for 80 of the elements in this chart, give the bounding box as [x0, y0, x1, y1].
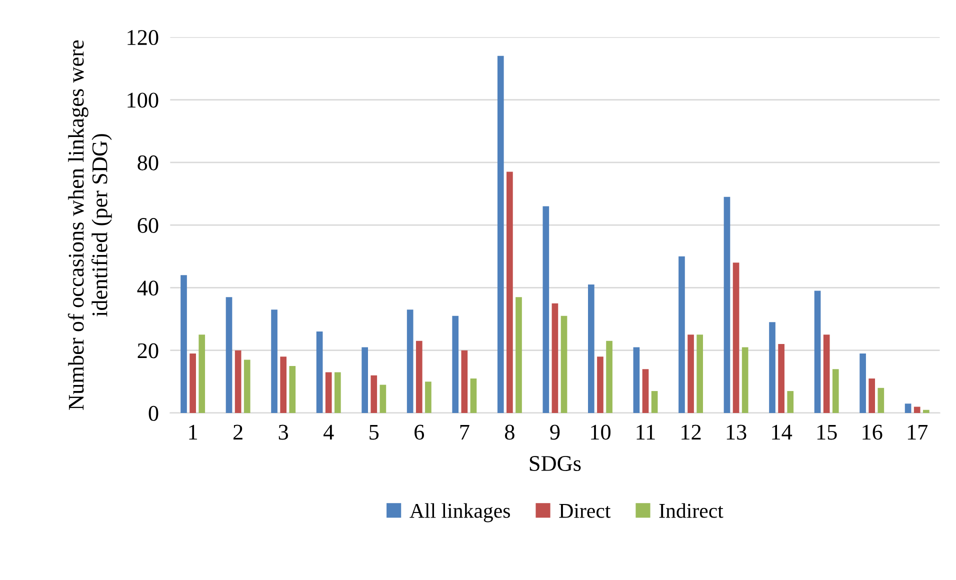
bar: [688, 334, 694, 413]
bar: [280, 356, 287, 413]
bar: [506, 172, 513, 413]
bar: [769, 322, 776, 413]
bar: [198, 334, 206, 413]
bar: [470, 378, 477, 413]
bar: [497, 56, 504, 413]
x-tick-label: 2: [233, 424, 242, 440]
bar: [923, 410, 930, 413]
x-tick-label: 14: [772, 424, 792, 440]
y-tick-label: 100: [128, 92, 158, 108]
x-tick-label: 10: [591, 424, 610, 440]
bar: [588, 284, 594, 413]
x-tick-label: 4: [323, 424, 334, 440]
bar: [878, 388, 884, 413]
y-tick-label: 40: [137, 280, 158, 296]
x-tick-label: 12: [682, 424, 701, 440]
bar: [724, 196, 730, 413]
bar: [904, 404, 912, 413]
x-tick-label: 16: [862, 424, 882, 440]
bar: [271, 310, 278, 413]
y-tick-label: 20: [138, 343, 158, 358]
bar: [606, 340, 612, 413]
x-tick-label: 8: [504, 424, 514, 440]
x-tick-label: 13: [726, 424, 746, 440]
y-tick-label: 120: [128, 30, 158, 46]
bar: [316, 332, 323, 413]
bar: [778, 344, 784, 413]
bar: [732, 262, 740, 413]
bar: [814, 290, 821, 413]
bar: [552, 303, 558, 413]
bar: [696, 334, 703, 413]
bar: [406, 310, 414, 413]
bar: [370, 375, 378, 413]
bar: [226, 297, 232, 413]
bar: [180, 275, 187, 413]
bar: [452, 316, 459, 413]
y-tick-label: 80: [138, 155, 158, 170]
bar: [425, 382, 432, 413]
x-tick-label: 3: [278, 424, 288, 440]
bar: [362, 347, 368, 413]
bar: [678, 256, 685, 413]
x-tick-label: 1: [189, 424, 198, 440]
bar: [234, 350, 242, 413]
legend-label: Indirect: [659, 503, 724, 518]
bar: [380, 384, 386, 413]
x-tick-label: 5: [370, 424, 379, 440]
legend-label: All linkages: [410, 503, 510, 522]
x-tick-label: 11: [636, 424, 655, 440]
x-tick-label: 15: [817, 424, 837, 440]
bar: [651, 391, 658, 413]
bar: [633, 347, 640, 413]
bar: [461, 350, 468, 413]
bar: [832, 369, 839, 413]
bar: [244, 360, 250, 413]
bar: [860, 353, 866, 413]
x-axis-title: SDGs: [530, 456, 581, 471]
bar: [542, 206, 550, 413]
y-tick-label: 0: [148, 406, 158, 421]
bar: [823, 334, 830, 413]
x-tick-label: 6: [414, 424, 424, 440]
bar: [516, 297, 522, 413]
legend-label: Direct: [559, 504, 611, 518]
x-tick-label: 9: [550, 424, 560, 440]
bar: [868, 378, 876, 413]
bar: [334, 372, 341, 413]
bar: [914, 406, 920, 413]
bar: [289, 366, 296, 413]
bar: [787, 391, 794, 413]
bar: [416, 340, 422, 413]
x-tick-label: 17: [908, 424, 928, 440]
y-tick-label: 60: [138, 218, 158, 233]
bar: [325, 372, 332, 413]
bar: [190, 353, 196, 413]
bar: [597, 356, 604, 413]
y-axis-title: Number of occasions when linkages were identified (per SDG): [68, 40, 112, 410]
bar: [642, 369, 649, 413]
x-tick-label: 7: [460, 424, 470, 440]
bar: [742, 347, 748, 413]
bar: [560, 316, 568, 413]
